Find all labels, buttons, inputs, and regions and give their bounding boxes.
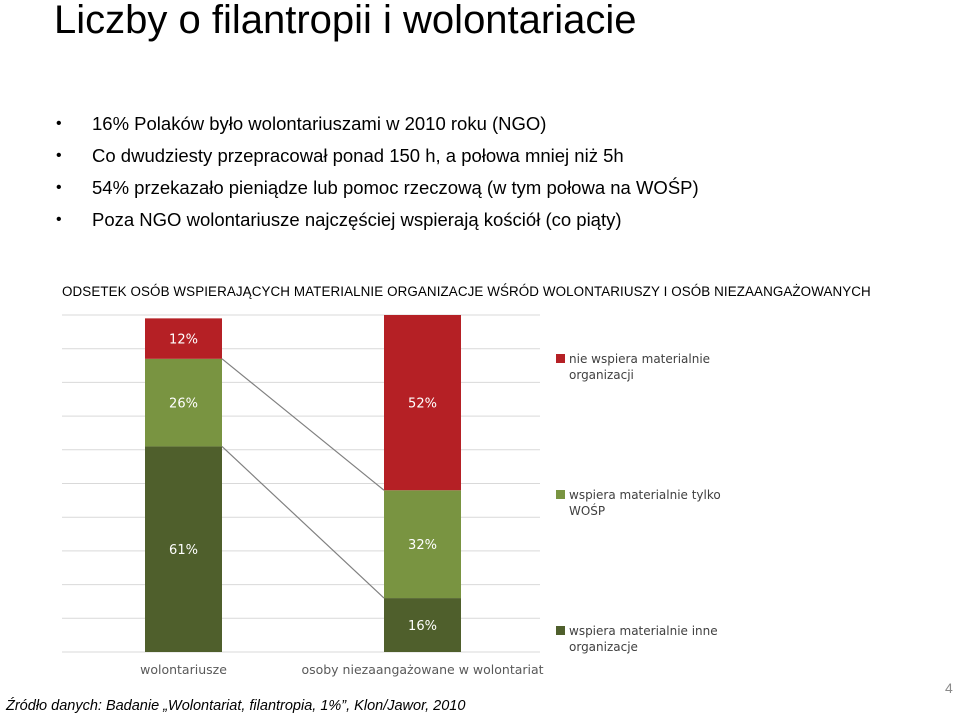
legend-label: wspiera materialnie inne organizacje [569,624,718,654]
legend-swatch [556,354,565,363]
bullet-list: • 16% Polaków było wolontariuszami w 2010… [52,108,932,236]
series-connector-line [221,445,385,599]
data-label: 32% [408,538,437,553]
series-connector-line [221,358,385,491]
bar-segment [145,318,222,359]
bullet-dot-icon: • [56,179,62,196]
bullet-item: • 16% Polaków było wolontariuszami w 2010… [52,108,932,140]
bullet-dot-icon: • [56,115,62,132]
bar-segment [145,358,222,447]
data-label: 52% [408,397,437,412]
slide-title: Liczby o filantropii i wolontariacie [54,0,637,42]
data-label: 12% [169,333,198,348]
bullet-text: 54% przekazało pieniądze lub pomoc rzecz… [92,177,699,198]
chart-heading: ODSETEK OSÓB WSPIERAJĄCYCH MATERIALNIE O… [62,284,871,299]
bullet-text: 16% Polaków było wolontariuszami w 2010 … [92,113,547,134]
bar-segment [384,315,461,491]
bullet-text: Co dwudziesty przepracował ponad 150 h, … [92,145,624,166]
legend-swatch [556,626,565,635]
legend-label: wspiera materialnie tylko WOŚP [569,488,721,518]
data-label: 26% [169,397,198,412]
page-number: 4 [945,680,953,696]
legend-label: nie wspiera materialnie organizacji [569,352,710,382]
source-note: Źródło danych: Badanie „Wolontariat, fil… [6,698,466,714]
bar-segment [384,490,461,599]
legend-swatch [556,490,565,499]
bullet-text: Poza NGO wolontariusze najczęściej wspie… [92,209,622,230]
bullet-item: • 54% przekazało pieniądze lub pomoc rzec… [52,172,932,204]
x-tick-label: wolontariusze [140,662,227,677]
data-label: 16% [408,619,437,634]
bullet-item: • Co dwudziesty przepracował ponad 150 h,… [52,140,932,172]
x-tick-label: osoby niezaangażowane w wolontariat [301,662,543,677]
bullet-dot-icon: • [56,147,62,164]
bar-segment [145,446,222,652]
bullet-item: • Poza NGO wolontariusze najczęściej wspi… [52,204,932,236]
bar-segment [384,598,461,652]
bullet-dot-icon: • [56,211,62,228]
data-label: 61% [169,543,198,558]
